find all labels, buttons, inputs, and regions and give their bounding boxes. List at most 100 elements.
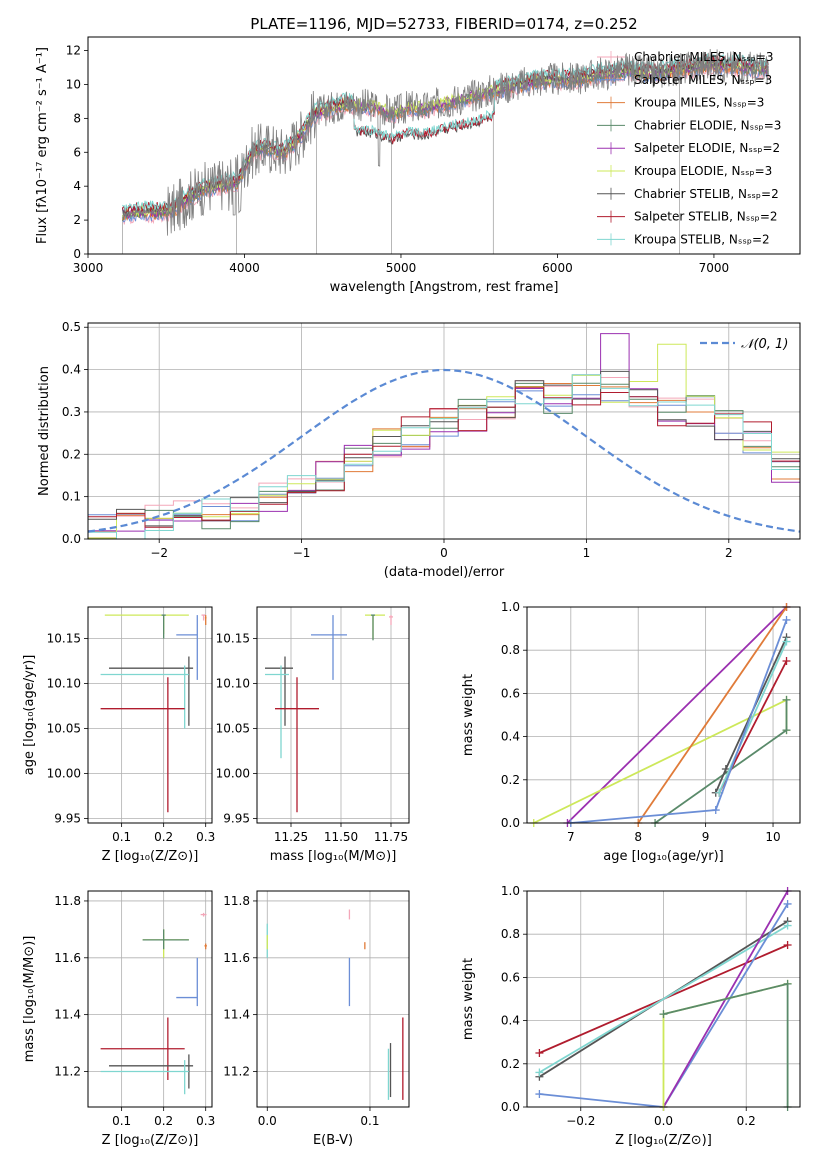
x-axis-label: E(B-V) [313,1133,353,1148]
y-tick-label: 1.0 [501,600,520,614]
axes-7: −0.2 0.0 0.2 0.0 0.2 0.4 0.6 0.8 1.0 Z [log₁₀(Z/Z… [461,884,800,1148]
mass-weight-line [538,924,789,1074]
mass-weight-marker [783,941,792,949]
y-tick-label: 0.2 [62,447,81,461]
residual-histogram [88,390,800,522]
y-tick-label: 0.2 [501,773,520,787]
axes-0: 3000 4000 5000 6000 7000 0 2 4 6 8 10 12 wavelength … [35,44,781,295]
y-tick-label: 0.6 [501,686,520,700]
axes-frame-4 [526,606,801,824]
y-tick-label: 11.4 [54,1008,81,1022]
axes-frame-3 [256,606,410,824]
x-tick-label: 5000 [386,261,417,275]
mass-weight-line [539,903,789,1107]
x-tick-label: 11.50 [324,830,358,844]
x-tick-label: 6000 [542,261,573,275]
y-tick-label: 0.5 [62,320,81,334]
mass-weight-marker [535,1090,544,1099]
y-tick-label: 0.4 [501,730,520,744]
mass-weight-marker [783,899,792,908]
residual-histogram [88,386,800,528]
x-tick-label: 4000 [229,261,260,275]
y-tick-label: 10.10 [216,677,250,691]
x-tick-label: 8 [634,830,642,844]
axes-frame-5 [87,890,213,1108]
legend-label: Kroupa MILES, Nₛₛₚ=3 [634,96,764,110]
y-tick-label: 8 [73,111,81,125]
x-tick-label: 0.0 [654,1114,673,1128]
x-tick-label: 9 [702,830,710,844]
axes-6: 0.0 0.1 11.2 11.4 11.6 11.8 E(B-V) [223,891,409,1148]
y-tick-label: 11.4 [223,1008,250,1022]
y-tick-label: 2 [73,213,81,227]
x-tick-label: 0.0 [258,1114,277,1128]
x-tick-label: 11.25 [274,830,308,844]
y-axis-label: Normed distribution [37,366,52,496]
y-tick-label: 11.2 [54,1064,81,1078]
y-tick-label: 10.10 [47,677,81,691]
axes-frame-1 [87,322,801,540]
legend-label: Chabrier STELIB, Nₛₛₚ=2 [634,187,779,201]
legend-label: Salpeter MILES, Nₛₛₚ=3 [634,73,772,87]
y-tick-label: 0.0 [501,816,520,830]
y-tick-label: 11.2 [223,1064,250,1078]
y-tick-label: 0.1 [62,490,81,504]
mass-weight-marker [782,695,791,704]
y-tick-label: 12 [66,44,81,58]
axes-frame-0 [87,36,801,255]
mass-weight-marker [535,1068,544,1077]
mass-weight-line [718,641,788,794]
y-axis-label: mass weight [461,674,476,756]
x-tick-label: 10 [765,830,780,844]
legend-label: Kroupa ELODIE, Nₛₛₚ=3 [634,164,772,178]
y-tick-label: 9.95 [223,812,250,826]
legend-label: 𝒩(0, 1) [741,337,788,352]
axes-2: 0.1 0.2 0.3 9.95 10.00 10.05 10.10 10.15 Z [log₁… [22,607,215,864]
mass-weight-marker [783,921,792,930]
y-tick-label: 4 [73,179,81,193]
axes-frame-6 [256,890,410,1108]
axes-4: 7 8 9 10 0.0 0.2 0.4 0.6 0.8 1.0 age [log₁₀(age/yr… [461,600,800,864]
mass-weight-marker [659,1010,668,1019]
mass-weight-marker [782,637,791,646]
y-tick-label: 10.00 [47,767,81,781]
x-tick-label: 1 [583,546,591,560]
y-tick-label: 10.00 [216,767,250,781]
legend-label: Chabrier MILES, Nₛₛₚ=3 [634,50,774,64]
y-tick-label: 0.2 [501,1057,520,1071]
legend-label: Kroupa STELIB, Nₛₛₚ=2 [634,232,770,246]
y-tick-label: 11.8 [223,894,250,908]
y-tick-label: 0.8 [501,927,520,941]
x-tick-label: 0.1 [112,830,131,844]
normal-curve [88,368,800,533]
y-tick-label: 11.6 [54,951,81,965]
x-tick-label: 0.2 [154,830,173,844]
residual-histogram [88,374,800,539]
y-tick-label: 11.8 [54,894,81,908]
legend-label: Salpeter STELIB, Nₛₛₚ=2 [634,210,778,224]
x-tick-label: 3000 [73,261,104,275]
mass-weight-marker [782,657,791,665]
y-axis-label: Flux [fλ10⁻¹⁷ erg cm⁻² s⁻¹ A⁻¹] [35,47,50,244]
y-tick-label: 0.0 [62,532,81,546]
mass-weight-marker [782,615,791,624]
y-tick-label: 10.15 [47,632,81,646]
y-tick-label: 10 [66,77,81,91]
x-axis-label: mass [log₁₀(M/M⊙)] [270,849,397,864]
x-tick-label: −0.2 [566,1114,595,1128]
y-tick-label: 0.3 [62,405,81,419]
y-axis-label: age [log₁₀(age/yr)] [22,655,37,776]
axes-3: 11.25 11.50 11.75 9.95 10.00 10.05 10.10 10.15 m… [216,607,409,864]
y-tick-label: 0.4 [501,1014,520,1028]
y-tick-label: 1.0 [501,884,520,898]
x-tick-label: 7000 [699,261,730,275]
y-tick-label: 9.95 [54,812,81,826]
y-tick-label: 0.4 [62,363,81,377]
x-tick-label: 7 [567,830,575,844]
legend-label: Salpeter ELODIE, Nₛₛₚ=2 [634,141,780,155]
mass-weight-marker [782,726,791,735]
x-tick-label: −2 [150,546,168,560]
x-tick-label: 11.75 [374,830,408,844]
y-tick-label: 0.8 [501,643,520,657]
